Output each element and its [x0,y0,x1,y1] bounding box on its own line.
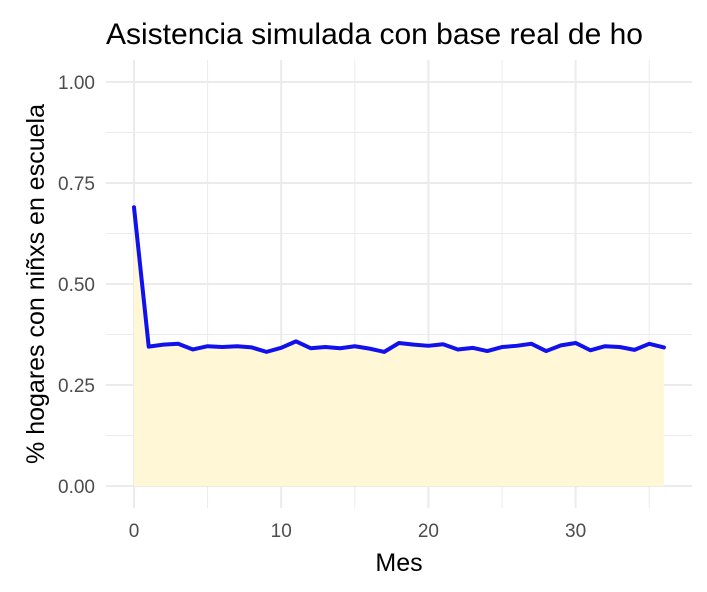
series-line [132,205,666,354]
y-tick-label: 0.50 [58,275,95,296]
y-tick-label: 0.25 [58,376,95,397]
y-tick-labels: 0.00 0.25 0.50 0.75 1.00 [58,73,95,498]
x-axis-title: Mes [375,549,422,577]
y-tick-label: 0.75 [58,174,95,195]
x-tick-label: 0 [129,521,140,542]
x-tick-label: 20 [418,521,439,542]
y-axis-title: % hogares con niñxs en escuela [22,104,50,464]
y-tick-label: 0.00 [58,477,95,498]
y-tick-label: 1.00 [58,73,95,94]
chart-title: Asistencia simulada con base real de ho [106,18,643,51]
x-tick-label: 30 [565,521,586,542]
area-fill [134,207,664,487]
x-tick-labels: 0 10 20 30 [129,521,586,542]
x-tick-label: 10 [271,521,292,542]
